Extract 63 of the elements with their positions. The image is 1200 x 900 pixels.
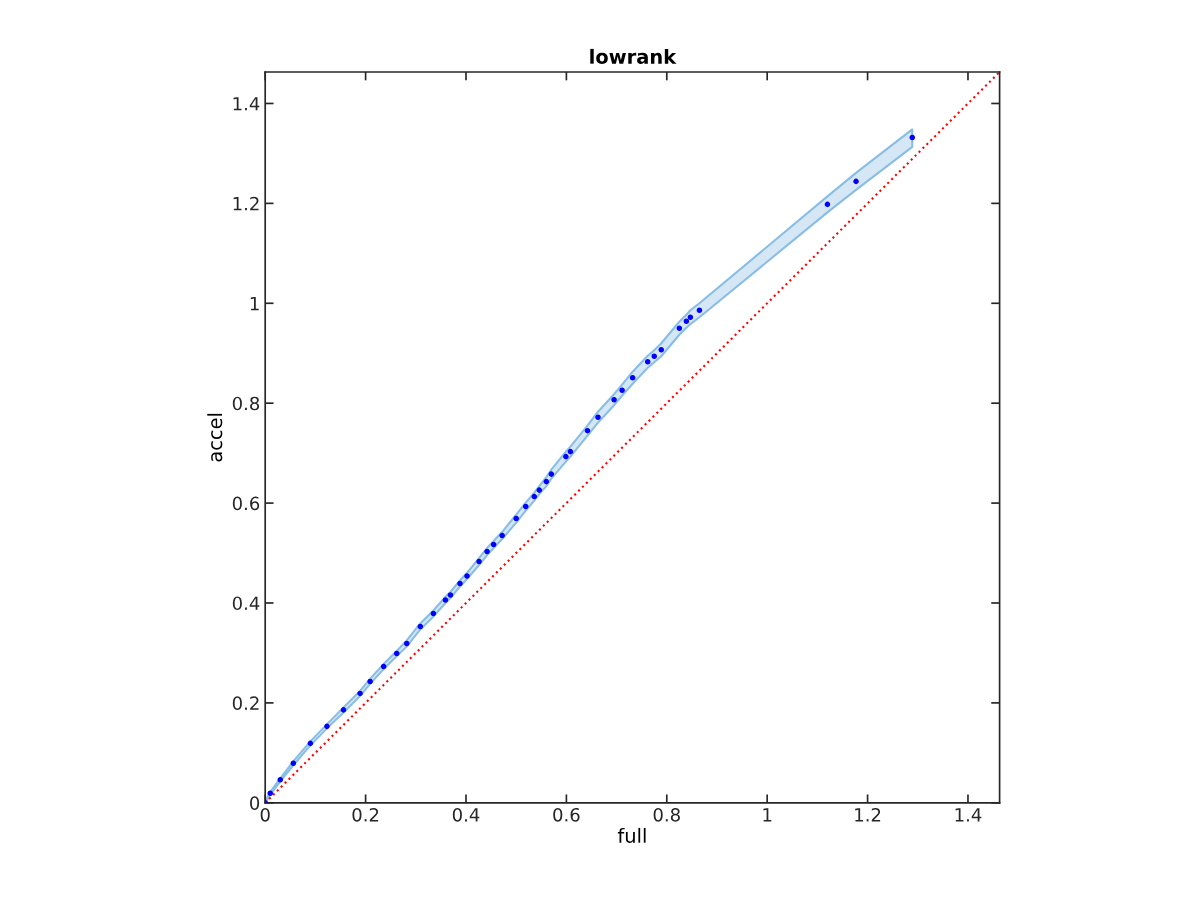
x-tick-label: 0.4 [452, 807, 480, 822]
x-tick-label: 0.2 [352, 807, 379, 822]
point [584, 427, 591, 434]
point [417, 623, 424, 630]
point [457, 580, 463, 587]
point [499, 532, 505, 539]
point [567, 448, 574, 455]
point [595, 414, 601, 420]
point [824, 201, 831, 208]
point [267, 790, 273, 797]
point [853, 178, 859, 185]
point [430, 610, 437, 617]
point [658, 346, 665, 353]
point [611, 396, 617, 403]
x-tick-label: 1.2 [855, 807, 881, 822]
point [447, 592, 454, 598]
point [324, 723, 330, 730]
y-tick-label: 1 [250, 296, 259, 311]
point [687, 314, 694, 321]
y-tick-label: 0.4 [232, 596, 260, 611]
x-tick-label: 1 [763, 808, 772, 822]
point [531, 493, 538, 500]
point [683, 318, 690, 325]
point [277, 777, 284, 783]
point [513, 515, 519, 522]
point [403, 640, 410, 647]
point [484, 548, 490, 555]
point [464, 573, 470, 579]
x-tick-label: 0 [260, 807, 270, 822]
point [619, 387, 625, 393]
x-tick-label: 0.6 [553, 807, 580, 822]
x-axis-title: full [617, 827, 646, 843]
point [290, 760, 297, 767]
y-tick-label: 1.4 [233, 97, 260, 111]
point [676, 325, 683, 332]
y-tick-label: 0 [250, 796, 260, 810]
point [442, 597, 449, 603]
y-tick-label: 0.6 [232, 496, 260, 511]
point [629, 374, 636, 381]
y-tick-label: 0.2 [232, 696, 259, 711]
point [490, 541, 497, 548]
point [543, 478, 550, 485]
x-tick-label: 1.4 [955, 808, 982, 822]
chart-title: lowrank [590, 48, 677, 64]
point [380, 663, 387, 670]
x-tick-label: 0.8 [653, 807, 680, 822]
point [536, 487, 543, 493]
point [367, 678, 373, 685]
point [548, 471, 555, 477]
point [644, 358, 651, 365]
point [340, 707, 347, 713]
point [522, 503, 529, 510]
point [651, 353, 658, 360]
point [909, 134, 916, 141]
point [696, 307, 703, 314]
point [307, 740, 314, 747]
point [476, 558, 482, 565]
point [357, 690, 363, 697]
point [393, 650, 400, 657]
y-tick-label: 1.2 [233, 196, 259, 211]
y-tick-label: 0.8 [232, 396, 260, 411]
y-axis-title: accel [207, 413, 223, 462]
point [563, 453, 569, 460]
